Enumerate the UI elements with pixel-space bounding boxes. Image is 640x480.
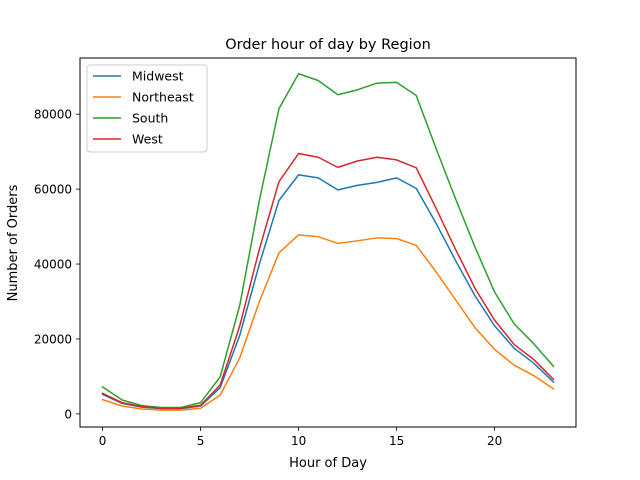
series-lines [101,72,555,411]
x-tick-label: 10 [291,434,306,448]
plot-frame [79,57,577,428]
legend-frame [86,64,208,153]
y-axis-label: Number of Orders [6,184,21,301]
y-tick-label: 80000 [34,108,72,122]
x-tick-label: 0 [99,434,107,448]
y-axis: 0 20000 40000 60000 80000 [34,108,80,421]
y-tick-label: 40000 [34,258,72,272]
chart-title: Order hour of day by Region [225,37,431,53]
legend-label-northeast: Northeast [132,90,194,105]
series-line-northeast [101,234,555,411]
y-tick-label: 20000 [34,332,72,346]
x-tick-label: 15 [389,434,404,448]
y-tick-label: 60000 [34,183,72,197]
x-axis: 0 5 10 15 20 [99,427,502,448]
x-tick-label: 20 [487,434,502,448]
legend: Midwest Northeast South West [86,64,208,153]
series-line-west [101,152,555,410]
legend-label-west: West [132,132,163,147]
x-tick-label: 5 [197,434,205,448]
legend-label-south: South [132,111,168,126]
x-axis-label: Hour of Day [289,456,367,471]
y-tick-label: 0 [64,407,72,421]
legend-label-midwest: Midwest [132,69,184,84]
